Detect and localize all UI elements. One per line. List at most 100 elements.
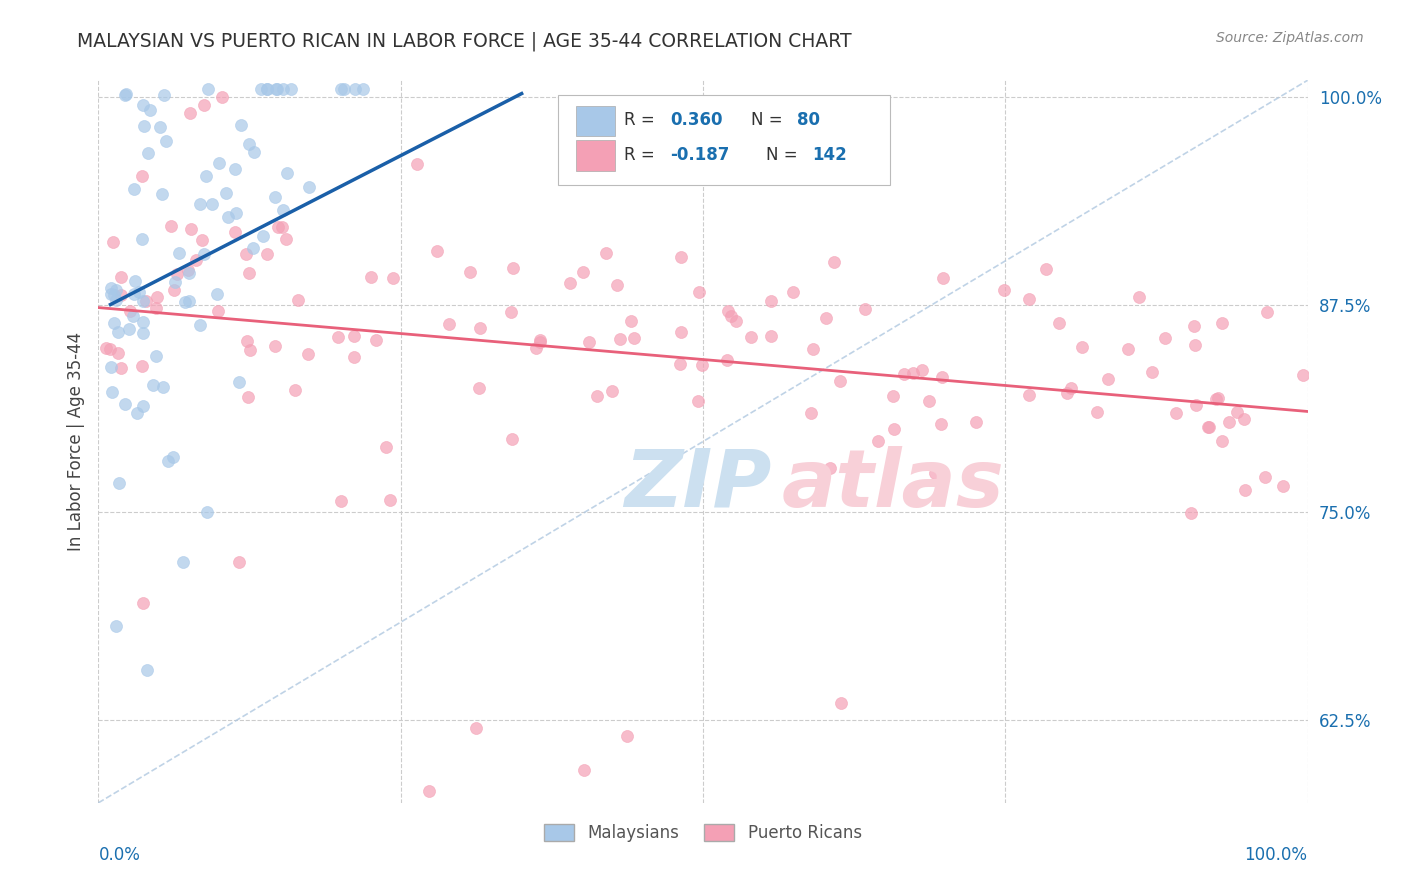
Point xyxy=(578,334,600,349)
Text: ZIP: ZIP xyxy=(624,446,772,524)
Point xyxy=(571,265,593,279)
Point xyxy=(1185,398,1208,412)
Point xyxy=(215,186,238,200)
Point xyxy=(623,331,645,345)
Text: 142: 142 xyxy=(811,146,846,164)
Point xyxy=(1047,316,1070,330)
Point xyxy=(118,304,141,318)
Point xyxy=(224,161,246,176)
Point xyxy=(264,339,287,353)
Point xyxy=(343,328,366,343)
Point xyxy=(740,329,762,343)
Point xyxy=(1256,305,1278,319)
Text: 100.0%: 100.0% xyxy=(1244,847,1308,864)
Point xyxy=(249,81,271,95)
Point xyxy=(690,358,713,372)
Point xyxy=(228,376,250,390)
Point xyxy=(142,378,165,392)
Point xyxy=(882,389,904,403)
Point xyxy=(600,384,623,398)
Point xyxy=(360,270,382,285)
Point xyxy=(931,271,953,285)
Point xyxy=(172,555,194,569)
Point xyxy=(132,326,155,340)
Point xyxy=(127,406,149,420)
Point xyxy=(152,87,174,102)
Point xyxy=(572,763,595,777)
Point xyxy=(823,255,845,269)
Point xyxy=(1292,368,1315,382)
Point xyxy=(458,265,481,279)
Point xyxy=(298,179,321,194)
Point xyxy=(297,347,319,361)
Point xyxy=(256,81,278,95)
Point xyxy=(761,329,783,343)
Point xyxy=(782,285,804,299)
Point xyxy=(266,81,288,95)
Point xyxy=(271,203,294,218)
Point xyxy=(1198,420,1220,434)
Point xyxy=(105,293,128,307)
Point xyxy=(190,233,212,247)
Point xyxy=(1056,386,1078,401)
Text: 0.360: 0.360 xyxy=(671,112,723,129)
Point xyxy=(122,287,145,301)
Point xyxy=(131,399,153,413)
Point xyxy=(162,450,184,464)
Point xyxy=(107,345,129,359)
Point xyxy=(993,283,1015,297)
Point xyxy=(801,342,824,356)
Point xyxy=(426,244,449,258)
Point xyxy=(98,342,121,356)
Text: 0.0%: 0.0% xyxy=(98,847,141,864)
Text: R =: R = xyxy=(624,112,661,129)
Point xyxy=(256,247,278,261)
Point xyxy=(529,333,551,347)
Point xyxy=(671,325,693,339)
Point xyxy=(131,294,153,309)
Point xyxy=(128,285,150,299)
Point xyxy=(122,182,145,196)
Point xyxy=(1205,392,1227,407)
Point xyxy=(418,784,440,798)
Point xyxy=(883,422,905,436)
Point xyxy=(105,284,128,298)
Point xyxy=(159,219,181,234)
Point xyxy=(256,81,278,95)
Point xyxy=(224,225,246,239)
Text: atlas: atlas xyxy=(782,446,1004,524)
Point xyxy=(1018,292,1040,306)
Point xyxy=(135,663,157,677)
Point xyxy=(177,263,200,277)
Point xyxy=(145,301,167,315)
Text: R =: R = xyxy=(624,146,661,164)
Point xyxy=(131,169,153,183)
Point xyxy=(1140,365,1163,379)
Point xyxy=(132,120,155,134)
Point xyxy=(818,461,841,475)
Point xyxy=(931,370,953,384)
Point xyxy=(1253,470,1275,484)
Point xyxy=(149,120,172,134)
Point xyxy=(271,220,294,235)
Point xyxy=(343,81,366,95)
Point xyxy=(252,229,274,244)
Point xyxy=(166,267,188,281)
Point xyxy=(609,332,631,346)
Y-axis label: In Labor Force | Age 35-44: In Labor Force | Age 35-44 xyxy=(66,332,84,551)
Point xyxy=(1233,483,1256,498)
Point xyxy=(114,87,136,102)
Point xyxy=(720,309,742,323)
Point xyxy=(1232,412,1254,426)
Point xyxy=(145,290,167,304)
Point xyxy=(101,385,124,400)
Point xyxy=(893,367,915,381)
Point xyxy=(326,329,349,343)
Point xyxy=(965,415,987,429)
Point xyxy=(208,156,231,170)
Point xyxy=(499,305,522,319)
Point xyxy=(132,597,155,611)
Point xyxy=(195,505,218,519)
Point xyxy=(155,134,177,148)
Point xyxy=(828,374,851,388)
